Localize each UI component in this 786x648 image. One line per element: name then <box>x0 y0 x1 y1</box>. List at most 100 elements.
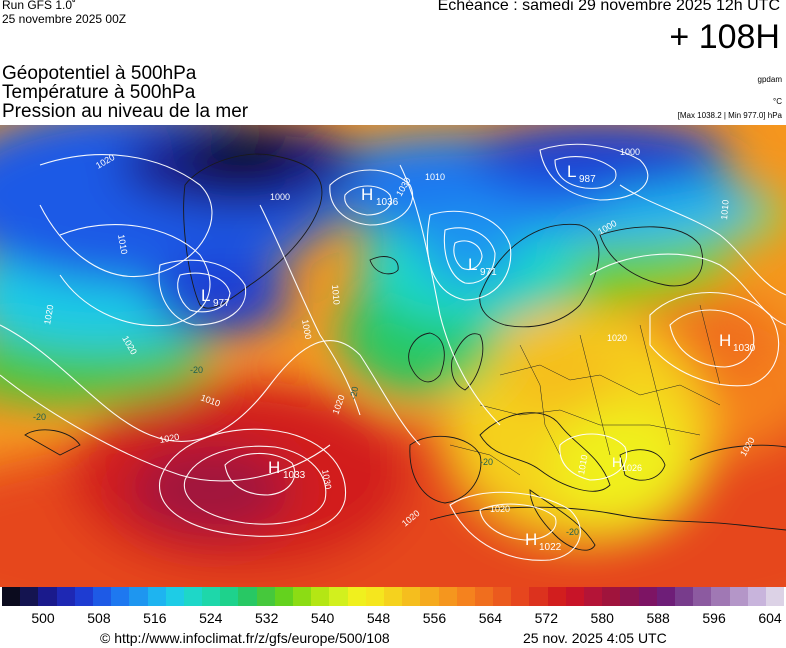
colorbar-swatch <box>584 587 603 606</box>
temperature-labels: -20 -20 -20 -20 -20 <box>33 365 579 537</box>
center-value: 1022 <box>539 542 562 553</box>
colorbar-swatch <box>602 587 621 606</box>
temperature-label: -20 <box>190 365 203 375</box>
pressure-center-high: H 1036 <box>361 185 399 208</box>
isobar-label: 1010 <box>576 454 589 475</box>
geopotential-field <box>0 125 786 587</box>
colorbar-swatch <box>56 587 75 606</box>
center-value: 1026 <box>622 463 642 473</box>
colorbar-swatch <box>383 587 403 606</box>
colorbar-swatch <box>220 587 239 606</box>
colorbar-swatch <box>547 587 566 606</box>
colorbar-swatch <box>474 587 494 606</box>
colorbar-swatch <box>202 587 221 606</box>
colorbar-label: 516 <box>143 610 167 626</box>
colorbar-swatch <box>711 587 730 606</box>
center-value: 1036 <box>376 197 399 208</box>
isobar-label: 1000 <box>620 147 640 157</box>
colorbar-labels: 500 508 516 524 532 540 548 556 564 572 … <box>0 610 786 628</box>
colorbar-swatch <box>165 587 184 606</box>
pressure-center-high: H 1030 <box>719 331 756 354</box>
isobar-label: 1030 <box>320 469 333 490</box>
pressure-center-low: L 971 <box>468 255 497 278</box>
center-value: 1033 <box>283 470 306 481</box>
source-credit-link[interactable]: © http://www.infoclimat.fr/z/gfs/europe/… <box>100 630 390 646</box>
unit-temperature: °C <box>773 97 782 106</box>
colorbar-label: 500 <box>31 610 55 626</box>
colorbar-swatch <box>2 587 21 606</box>
colorbar-label: 596 <box>702 610 726 626</box>
center-letter: L <box>201 286 210 305</box>
temperature-label: -20 <box>33 412 46 422</box>
forecast-map: H 1036 L 987 L 971 L 977 H 1030 H 1033 <box>0 125 786 587</box>
pressure-center-low: L 977 <box>201 286 230 309</box>
center-value: 987 <box>579 174 596 185</box>
run-label: Run GFS 1.0˚ <box>2 0 77 12</box>
colorbar-swatch <box>347 587 366 606</box>
isobar-label: 1000 <box>300 319 313 340</box>
issue-timestamp: 25 nov. 2025 4:05 UTC <box>523 630 667 646</box>
temperature-label: -20 <box>480 457 493 467</box>
colorbar-swatch <box>511 587 530 606</box>
pressure-center-low: L 987 <box>567 162 596 185</box>
center-value: 971 <box>480 267 497 278</box>
colorbar-swatch <box>747 587 766 606</box>
colorbar-swatch <box>311 587 330 606</box>
colorbar-swatch <box>493 587 512 606</box>
pressure-range: [Max 1038.2 | Min 977.0] hPa <box>677 111 782 120</box>
isobar-label: 1000 <box>270 192 290 202</box>
colorbar-label: 532 <box>255 610 279 626</box>
colorbar-swatch <box>329 587 348 606</box>
colorbar-label: 588 <box>646 610 670 626</box>
colorbar-swatch <box>293 587 312 606</box>
title-temperature: Température à 500hPa <box>2 82 196 103</box>
colorbar-swatch <box>656 587 675 606</box>
colorbar-swatch <box>274 587 293 606</box>
pressure-center-high: H 1022 <box>525 530 562 553</box>
colorbar <box>2 587 785 606</box>
isobar-label: 1010 <box>116 234 129 255</box>
colorbar-label: 508 <box>87 610 111 626</box>
colorbar-swatch <box>365 587 384 606</box>
center-letter: H <box>612 454 622 470</box>
center-letter: H <box>361 185 373 204</box>
colorbar-swatch <box>729 587 748 606</box>
colorbar-swatch <box>765 587 785 606</box>
colorbar-swatch <box>638 587 657 606</box>
isobars <box>0 143 786 561</box>
colorbar-label: 604 <box>758 610 782 626</box>
center-letter: H <box>268 458 280 477</box>
temperature-label: -20 <box>348 386 360 401</box>
pressure-center-high: H 1026 <box>612 454 642 473</box>
title-geopotential: Géopotentiel à 500hPa <box>2 63 197 84</box>
colorbar-swatch <box>238 587 257 606</box>
colorbar-swatch <box>565 587 584 606</box>
colorbar-swatch <box>456 587 475 606</box>
colorbar-label: 548 <box>366 610 391 626</box>
colorbar-swatch <box>674 587 694 606</box>
pressure-centers: H 1036 L 987 L 971 L 977 H 1030 H 1033 <box>201 162 756 553</box>
lead-time: + 108H <box>669 18 780 56</box>
colorbar-swatch <box>129 587 148 606</box>
temperature-label: -20 <box>566 527 579 537</box>
colorbar-swatch <box>402 587 421 606</box>
center-value: 977 <box>213 298 230 309</box>
colorbar-label: 564 <box>478 610 503 626</box>
title-pressure: Pression au niveau de la mer <box>2 101 249 122</box>
colorbar-swatch <box>529 587 548 606</box>
center-letter: H <box>719 331 731 350</box>
colorbar-swatch <box>693 587 712 606</box>
unit-geopotential: gpdam <box>757 75 782 84</box>
colorbar-label: 524 <box>199 610 223 626</box>
isobar-label: 1020 <box>607 333 627 343</box>
isobar-label: 1020 <box>490 504 510 514</box>
forecast-valid-time: Echéance : samedi 29 novembre 2025 12h U… <box>437 0 780 14</box>
colorbar-swatch <box>438 587 457 606</box>
colorbar-swatch <box>420 587 439 606</box>
colorbar-label: 556 <box>422 610 447 626</box>
pressure-center-high: H 1033 <box>268 458 306 481</box>
colorbar-swatch <box>147 587 166 606</box>
isobar-label: 1010 <box>425 172 445 182</box>
colorbar-swatch <box>38 587 57 606</box>
center-letter: H <box>525 530 537 549</box>
